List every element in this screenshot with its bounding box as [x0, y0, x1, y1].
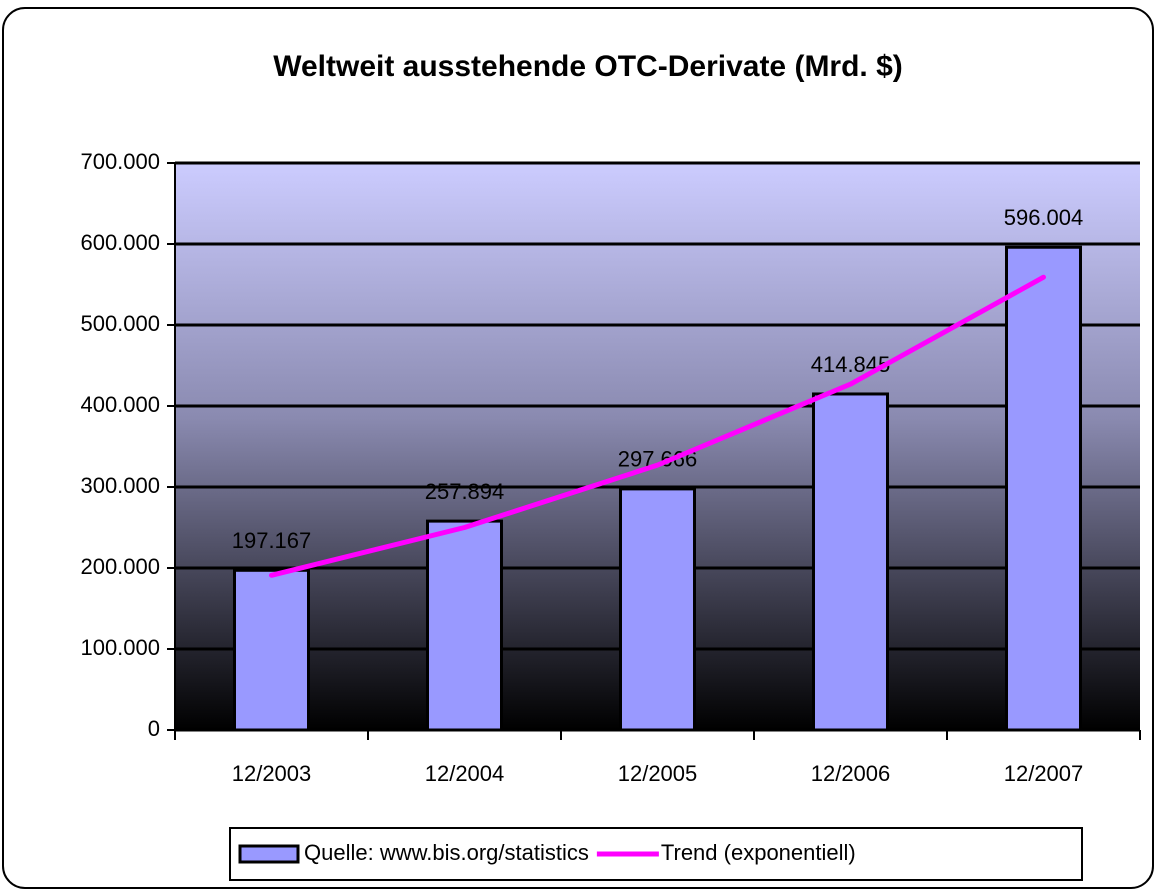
data-label: 297.666: [618, 447, 698, 472]
x-tick-label: 12/2004: [425, 761, 505, 786]
y-tick-label: 400.000: [80, 392, 160, 417]
chart-title: Weltweit ausstehende OTC-Derivate (Mrd. …: [273, 50, 903, 83]
data-label: 596.004: [1004, 205, 1084, 230]
y-tick-label: 600.000: [80, 230, 160, 255]
data-label: 257.894: [425, 479, 505, 504]
y-tick-label: 300.000: [80, 473, 160, 498]
bar: [812, 392, 889, 732]
x-tick-label: 12/2005: [618, 761, 698, 786]
x-tick-label: 12/2003: [232, 761, 312, 786]
y-tick-label: 100.000: [80, 635, 160, 660]
bar: [233, 568, 310, 732]
x-tick-label: 12/2006: [811, 761, 891, 786]
y-tick-label: 500.000: [80, 311, 160, 336]
trend-line: [269, 274, 1046, 578]
bar: [619, 487, 696, 732]
bar: [1005, 245, 1082, 732]
legend-label: Trend (exponentiell): [661, 840, 856, 865]
y-tick-label: 700.000: [80, 149, 160, 174]
legend-label: Quelle: www.bis.org/statistics: [304, 840, 589, 865]
legend-swatch: [238, 844, 300, 864]
x-tick-label: 12/2007: [1004, 761, 1084, 786]
bar: [426, 519, 503, 732]
y-tick-label: 200.000: [80, 554, 160, 579]
data-label: 197.167: [232, 528, 312, 553]
y-tick-label: 0: [148, 716, 160, 741]
data-label: 414.845: [811, 352, 891, 377]
